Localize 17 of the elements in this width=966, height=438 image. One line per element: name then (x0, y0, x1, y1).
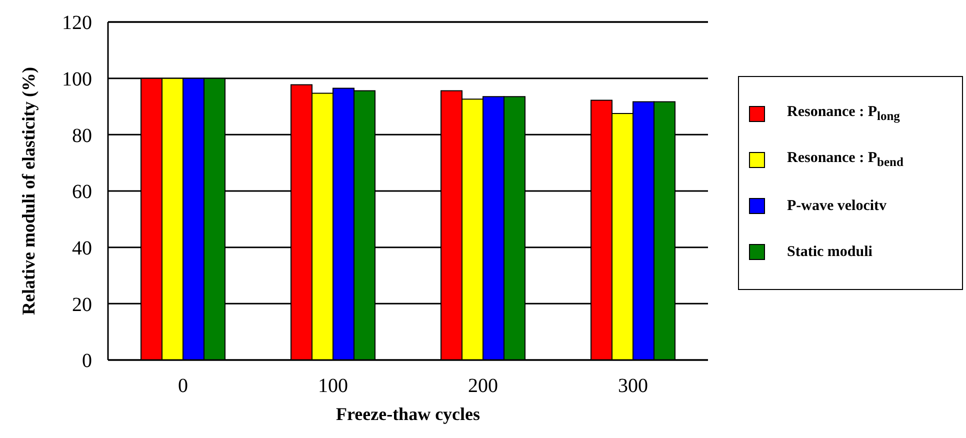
x-tick-label: 200 (468, 375, 498, 398)
y-tick-label: 60 (72, 181, 92, 204)
legend-label: Resonance : P$_{bend}$ (787, 150, 904, 170)
x-tick-label: 0 (178, 375, 188, 398)
y-tick-label: 20 (72, 294, 92, 316)
x-axis-title: Freeze-thaw cycles (336, 404, 480, 424)
legend-label: Resonance : P$_{long}$ (787, 104, 900, 124)
x-tick-label: 100 (318, 375, 348, 398)
y-axis-title: Relative moduli of elasticity (%) (18, 67, 38, 315)
y-tick-label: 100 (62, 68, 92, 90)
y-tick-label: 80 (72, 124, 92, 147)
legend-label: P-wave velocitv (787, 198, 887, 214)
y-tick-label: 120 (62, 12, 92, 34)
y-tick-label: 40 (72, 237, 92, 260)
y-tick-label: 0 (82, 350, 92, 372)
legend-label: Static moduli (787, 244, 872, 260)
x-tick-label: 300 (618, 375, 648, 398)
